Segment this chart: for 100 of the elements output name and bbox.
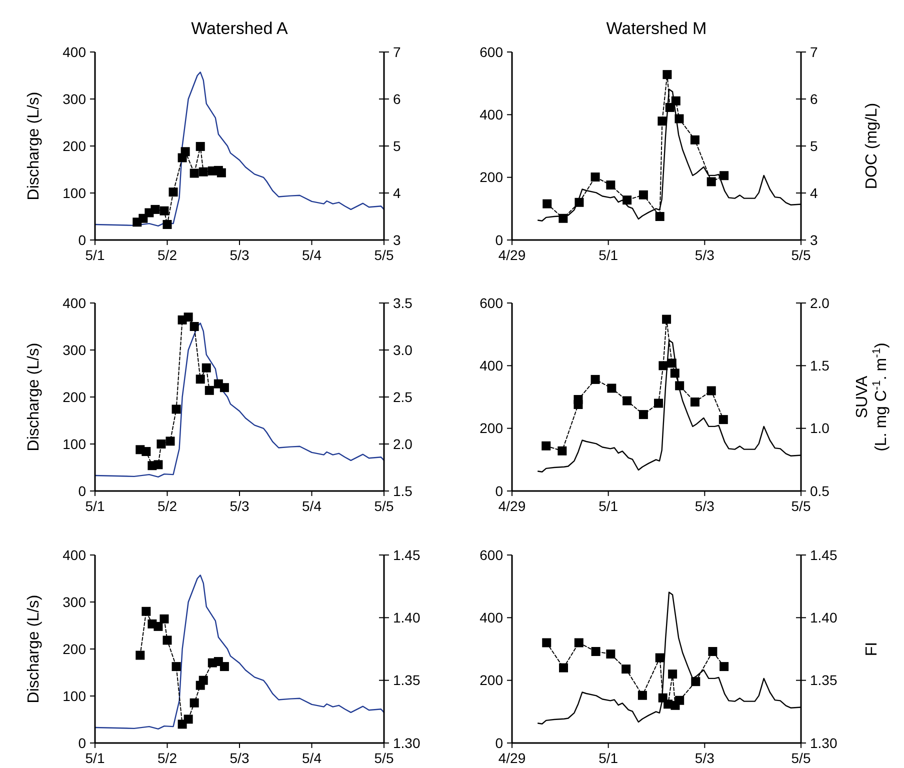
point — [220, 662, 229, 672]
y2-tick-label: 6 — [810, 90, 818, 107]
y2-tick-label: 4 — [810, 184, 818, 201]
point — [184, 714, 193, 724]
y2-tick-label: 1.35 — [393, 672, 420, 688]
y-tick-label: 400 — [480, 106, 504, 123]
y2-tick-label: 1.0 — [810, 420, 830, 436]
y-tick-label: 400 — [62, 546, 86, 563]
y2-tick-label: 2.0 — [810, 294, 830, 311]
y2-tick-label: 1.30 — [810, 734, 838, 751]
x-tick-label: 5/4 — [302, 498, 322, 514]
x-tick-label: 4/29 — [498, 750, 526, 766]
x-tick-label: 5/5 — [791, 247, 811, 263]
y2-axis-title: FI — [864, 642, 881, 656]
point — [136, 650, 145, 660]
x-tick-label: 5/1 — [598, 247, 618, 263]
y-tick-label: 100 — [62, 436, 86, 452]
y-tick-label: 200 — [62, 640, 86, 657]
point — [172, 404, 181, 414]
x-tick-label: 5/4 — [302, 750, 322, 766]
x-tick-label: 5/1 — [85, 498, 105, 514]
y2-tick-label: 3 — [810, 232, 818, 248]
y-tick-label: 100 — [62, 184, 86, 201]
y-axis-title: Discharge (L/s) — [26, 594, 43, 704]
point — [196, 142, 205, 151]
y2-tick-label: 1.30 — [393, 734, 420, 751]
y2-tick-label: 5 — [393, 138, 401, 154]
point — [196, 374, 205, 384]
y-tick-label: 200 — [480, 169, 504, 186]
point — [190, 322, 199, 331]
x-tick-label: 5/3 — [694, 247, 715, 263]
chart-title: Watershed A — [191, 19, 289, 38]
point — [142, 606, 151, 616]
y-tick-label: 200 — [62, 388, 86, 405]
y-tick-label: 600 — [480, 44, 504, 60]
x-tick-label: 5/3 — [694, 498, 715, 514]
y-tick-label: 0 — [78, 734, 86, 751]
y-axis-title: Discharge (L/s) — [26, 92, 43, 200]
y-tick-label: 600 — [480, 546, 504, 563]
x-tick-label: 5/1 — [85, 247, 105, 263]
y2-tick-label: 1.5 — [810, 358, 830, 374]
point — [150, 204, 160, 214]
point — [160, 614, 169, 624]
point — [142, 447, 151, 456]
chart-title: Watershed M — [606, 19, 707, 38]
point — [184, 312, 193, 322]
point — [166, 436, 175, 446]
point — [172, 662, 181, 672]
x-tick-label: 5/1 — [598, 750, 618, 766]
y-tick-label: 400 — [480, 358, 504, 374]
y-tick-label: 400 — [480, 610, 504, 626]
x-tick-label: 5/3 — [230, 498, 250, 514]
y2-tick-label: 1.45 — [393, 546, 420, 563]
point — [220, 383, 229, 392]
y-axis-title: Discharge (L/s) — [26, 342, 43, 452]
x-tick-label: 5/1 — [85, 750, 105, 766]
point — [168, 188, 178, 197]
x-tick-label: 5/5 — [791, 750, 811, 766]
y2-tick-label: 4 — [393, 184, 401, 201]
y-tick-label: 200 — [480, 672, 504, 688]
y2-tick-label: 3.5 — [393, 294, 413, 311]
y-tick-label: 0 — [78, 232, 86, 248]
x-tick-label: 5/4 — [302, 247, 322, 263]
y-tick-label: 0 — [495, 734, 504, 751]
point — [154, 460, 163, 470]
x-tick-label: 5/5 — [374, 750, 394, 766]
x-tick-label: 5/2 — [158, 750, 178, 766]
point — [202, 363, 211, 372]
x-tick-label: 5/5 — [374, 498, 394, 514]
y-tick-label: 300 — [62, 90, 86, 107]
y-tick-label: 0 — [495, 482, 504, 499]
y2-tick-label: 1.35 — [810, 672, 838, 688]
y2-tick-label: 3.0 — [393, 342, 413, 358]
x-tick-label: 4/29 — [498, 498, 526, 514]
y-tick-label: 400 — [62, 44, 86, 60]
y2-tick-label: 0.5 — [810, 482, 830, 499]
y2-tick-label: 2.0 — [393, 436, 413, 452]
y-tick-label: 0 — [495, 232, 504, 248]
y-tick-label: 200 — [62, 138, 86, 154]
point — [154, 622, 163, 631]
y2-tick-label: 7 — [810, 44, 818, 60]
y2-tick-label: 6 — [393, 90, 401, 107]
point — [190, 698, 199, 708]
y2-axis-title: DOC (mg/L) — [864, 102, 881, 190]
y2-tick-label: 1.40 — [393, 610, 420, 626]
point — [190, 168, 199, 178]
y2-tick-label: 1.45 — [810, 546, 838, 563]
x-tick-label: 5/2 — [158, 247, 178, 263]
x-tick-label: 5/5 — [374, 247, 394, 263]
point — [162, 220, 172, 229]
y-tick-label: 300 — [62, 594, 86, 610]
y2-tick-label: 3 — [393, 232, 401, 248]
x-tick-label: 5/5 — [791, 498, 811, 514]
x-tick-label: 5/3 — [230, 750, 250, 766]
x-tick-label: 5/3 — [230, 247, 250, 263]
y-tick-label: 0 — [78, 482, 86, 499]
y2-tick-label: 7 — [393, 44, 401, 60]
y2-tick-label: 2.5 — [393, 388, 413, 405]
x-tick-label: 5/2 — [158, 498, 178, 514]
y-tick-label: 600 — [480, 294, 504, 311]
